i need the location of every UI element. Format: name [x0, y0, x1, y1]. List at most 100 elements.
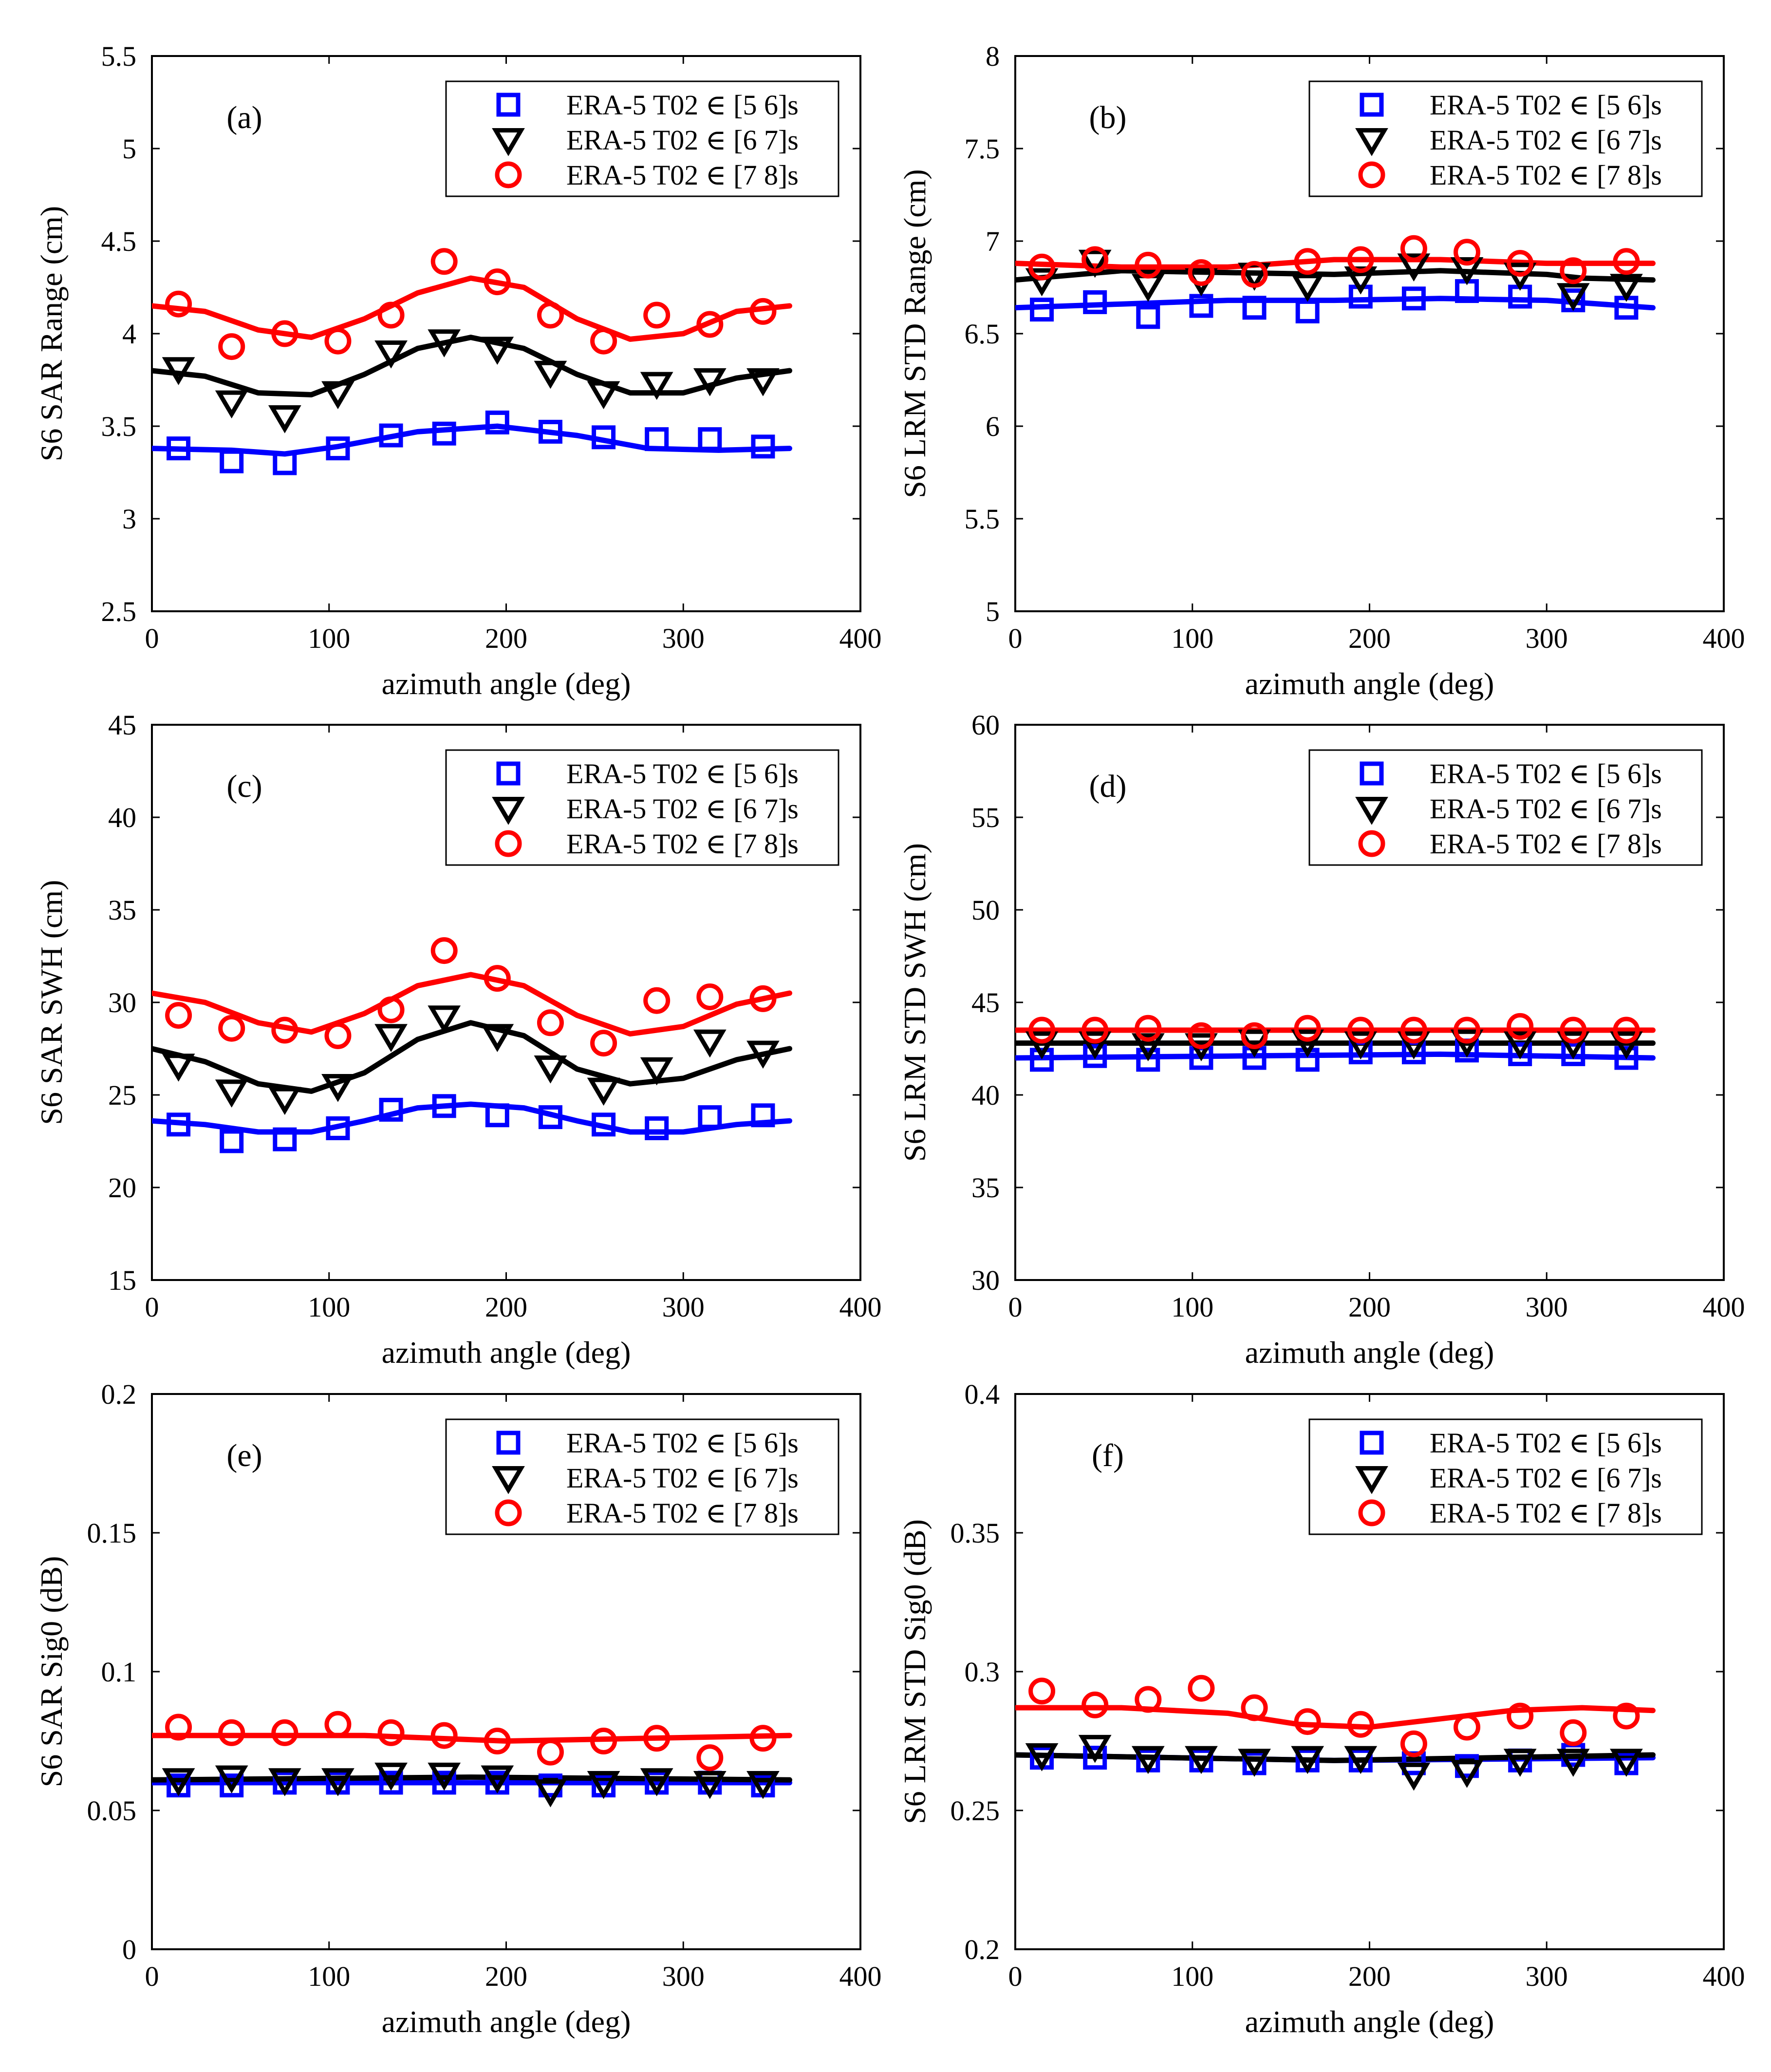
y-axis-label: S6 LRM STD Sig0 (dB) — [897, 1519, 932, 1824]
y-tick-label: 35 — [971, 1172, 1000, 1204]
chart-panel-1: 0 100 200 300 400 5 5.5 6 6.5 7 7.5 8 azimuth angle … — [897, 40, 1745, 701]
data-point — [324, 327, 352, 355]
data-point — [1028, 253, 1056, 281]
y-tick-label: 40 — [108, 802, 136, 833]
data-point — [1135, 1015, 1162, 1042]
legend-label: ERA-5 T02 ∈ [5 6]s — [566, 1427, 799, 1459]
data-point — [1450, 257, 1484, 285]
x-tick-label: 300 — [1526, 1291, 1568, 1323]
data-point — [321, 1074, 354, 1102]
legend-marker — [1360, 761, 1384, 786]
data-point — [484, 268, 511, 296]
x-tick-label: 100 — [1171, 622, 1213, 654]
x-tick-label: 200 — [1348, 622, 1391, 654]
legend-box — [445, 80, 839, 197]
y-tick-label: 0.2 — [965, 1934, 1000, 1965]
legend-label: ERA-5 T02 ∈ [6 7]s — [566, 793, 799, 825]
data-point — [377, 301, 405, 329]
data-point — [1136, 305, 1160, 329]
x-tick-label: 100 — [308, 1291, 350, 1323]
chart-panel-3: 0 100 200 300 400 30 35 40 45 50 55 60 azimuth angle… — [897, 709, 1745, 1370]
panel-label: (a) — [226, 100, 262, 135]
legend-label: ERA-5 T02 ∈ [6 7]s — [566, 124, 799, 156]
data-point — [1614, 1046, 1639, 1070]
data-point — [592, 425, 616, 450]
y-tick-label: 0 — [122, 1934, 136, 1965]
data-point — [485, 1103, 509, 1128]
data-point — [1188, 1022, 1215, 1049]
data-point — [1507, 250, 1534, 277]
legend-label: ERA-5 T02 ∈ [7 8]s — [566, 159, 799, 191]
data-point — [215, 1079, 248, 1108]
x-tick-label: 400 — [1703, 1960, 1745, 1992]
legend-marker — [1358, 161, 1385, 188]
x-tick-label: 0 — [145, 622, 159, 654]
data-point — [481, 1765, 514, 1794]
x-tick-label: 100 — [1171, 1291, 1213, 1323]
data-point — [696, 1744, 724, 1771]
y-axis-label: S6 SAR SWH (cm) — [34, 880, 69, 1125]
data-point — [1454, 1017, 1481, 1044]
y-tick-label: 30 — [971, 1264, 1000, 1296]
data-point — [590, 327, 617, 355]
x-axis-label: azimuth angle (deg) — [1245, 666, 1494, 701]
data-point — [377, 1719, 405, 1746]
legend-marker — [1358, 830, 1385, 857]
panel-label: (c) — [226, 769, 262, 804]
legend-marker — [1355, 1466, 1388, 1494]
y-axis-label: S6 SAR Sig0 (dB) — [34, 1556, 69, 1788]
data-point — [587, 1077, 620, 1106]
data-point — [1078, 1031, 1112, 1060]
data-point — [1025, 1743, 1059, 1771]
data-point — [640, 1057, 673, 1086]
data-point — [1238, 1749, 1271, 1777]
legend-label: ERA-5 T02 ∈ [7 8]s — [1430, 1497, 1662, 1529]
x-tick-label: 300 — [662, 622, 705, 654]
data-point — [1344, 1031, 1378, 1060]
y-tick-label: 0.05 — [87, 1795, 137, 1827]
data-point — [1613, 1702, 1640, 1730]
data-point — [215, 1765, 248, 1794]
x-tick-label: 100 — [308, 622, 350, 654]
data-point — [1028, 1677, 1056, 1705]
data-point — [484, 965, 511, 992]
data-point — [1083, 290, 1107, 314]
data-point — [268, 405, 301, 433]
legend-label: ERA-5 T02 ∈ [6 7]s — [566, 1462, 799, 1494]
x-tick-label: 200 — [485, 1960, 527, 1992]
data-point — [693, 1029, 727, 1058]
data-point — [1083, 1746, 1107, 1770]
data-point — [165, 1002, 192, 1029]
data-point — [1556, 283, 1590, 311]
data-point — [1400, 1017, 1427, 1044]
data-point — [1613, 1017, 1640, 1044]
data-point — [1131, 1033, 1165, 1061]
data-point — [640, 1768, 673, 1796]
x-tick-label: 400 — [839, 622, 882, 654]
x-tick-label: 0 — [145, 1291, 159, 1323]
y-tick-label: 5.5 — [965, 503, 1000, 535]
y-tick-label: 25 — [108, 1079, 136, 1111]
y-tick-label: 3.5 — [101, 411, 137, 442]
data-point — [1028, 1017, 1056, 1044]
fit-line — [1015, 257, 1656, 270]
data-point — [428, 1762, 461, 1791]
data-point — [1030, 1048, 1054, 1072]
legend-box — [1308, 80, 1703, 197]
fit-line — [152, 1101, 792, 1135]
data-point — [1397, 1031, 1431, 1060]
data-point — [746, 1771, 780, 1799]
x-axis-label: azimuth angle (deg) — [382, 1335, 631, 1370]
data-point — [377, 996, 405, 1023]
data-point — [162, 357, 195, 385]
data-point — [749, 985, 777, 1012]
y-tick-label: 6 — [986, 411, 1000, 442]
y-tick-label: 20 — [108, 1172, 136, 1204]
legend-marker — [492, 128, 525, 156]
y-tick-label: 50 — [971, 894, 1000, 926]
data-point — [432, 1771, 456, 1795]
data-point — [326, 436, 350, 461]
y-axis-label: S6 LRM STD SWH (cm) — [897, 843, 932, 1162]
data-point — [746, 368, 780, 396]
data-point — [1561, 1042, 1585, 1066]
